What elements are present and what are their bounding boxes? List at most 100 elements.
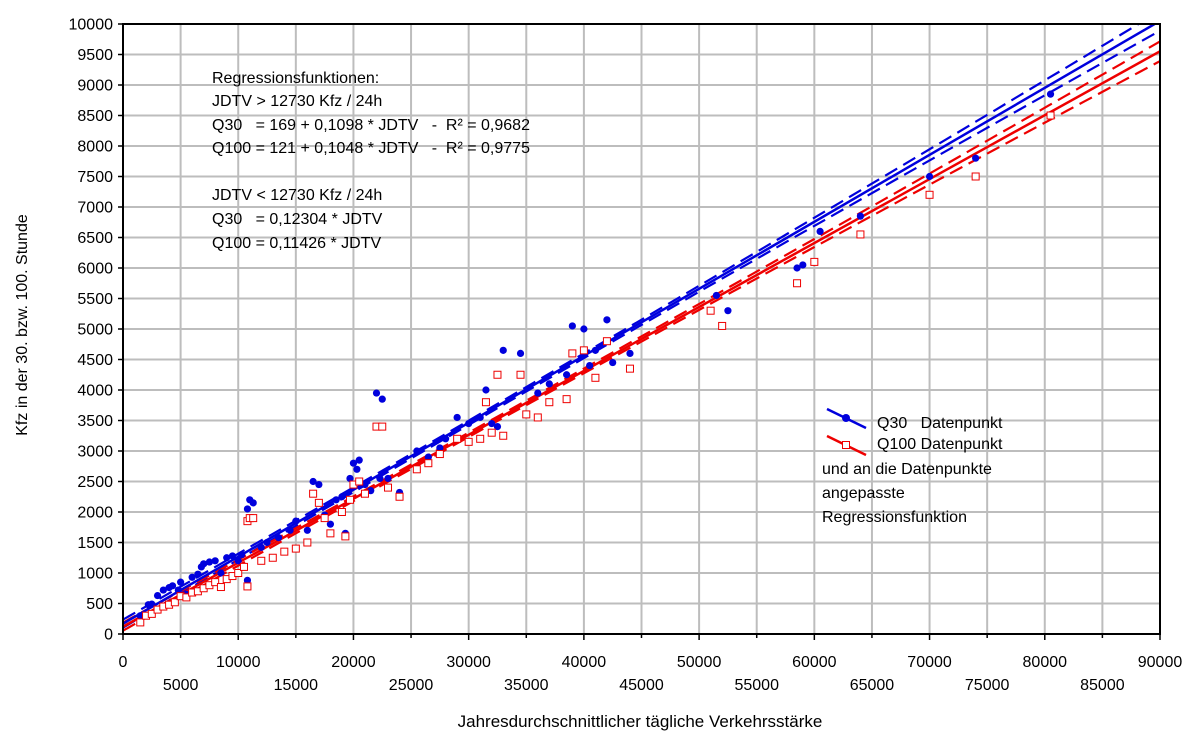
- regression-line: [123, 49, 1160, 628]
- y-tick-label: 10000: [69, 17, 114, 34]
- q100-data-point: [234, 569, 243, 577]
- q30-data-point: [338, 493, 346, 501]
- q30-data-point: [603, 316, 611, 324]
- q100-data-point: [136, 618, 145, 627]
- x-tick-label: 80000: [1023, 654, 1068, 671]
- legend-q30-label: Q30 Datenpunkt: [877, 415, 1003, 432]
- q30-data-point: [174, 586, 182, 594]
- legend-q100-marker: [842, 441, 850, 449]
- y-tick-label: 6000: [77, 261, 113, 278]
- q30-data-point: [200, 560, 208, 568]
- q30-data-point: [205, 558, 214, 566]
- q100-data-point: [345, 495, 354, 504]
- q100-data-point: [481, 398, 490, 407]
- q100-data-point: [239, 562, 248, 571]
- x-tick-label: 75000: [965, 677, 1010, 694]
- q100-data-point: [424, 459, 433, 468]
- q100-data-point: [562, 395, 571, 404]
- q30-data-point: [436, 444, 444, 452]
- y-tick-label: 6500: [77, 230, 113, 247]
- annotation-line: JDTV < 12730 Kfz / 24h: [212, 187, 382, 204]
- q30-data-point: [326, 520, 334, 528]
- y-tick-label: 3500: [77, 413, 113, 430]
- q100-data-point: [337, 508, 346, 516]
- q100-data-point: [211, 578, 220, 587]
- q100-data-point: [216, 583, 225, 592]
- q100-data-point: [243, 582, 252, 591]
- q100-data-point: [625, 364, 634, 373]
- q100-data-point: [579, 346, 588, 355]
- q100-data-point: [395, 492, 404, 501]
- regression-line: [123, 24, 1158, 625]
- q100-data-point: [591, 373, 600, 382]
- q100-data-point: [793, 279, 802, 288]
- q30-data-point: [816, 227, 824, 235]
- legend-note-line: und an die Datenpunkte: [822, 461, 992, 478]
- q100-data-point: [257, 556, 266, 565]
- q100-data-point: [291, 544, 300, 553]
- x-tick-label: 35000: [504, 677, 549, 694]
- q30-data-point: [194, 570, 202, 578]
- q30-data-point: [482, 386, 490, 394]
- y-tick-label: 0: [104, 627, 113, 644]
- x-tick-label: 55000: [734, 677, 779, 694]
- q30-data-point: [217, 569, 225, 577]
- confidence-band-line: [123, 40, 1160, 624]
- y-tick-label: 8000: [77, 139, 113, 156]
- q30-data-point: [488, 419, 496, 428]
- q100-data-point: [314, 498, 323, 507]
- q30-data-point: [168, 582, 177, 590]
- y-tick-label: 1500: [77, 535, 113, 552]
- q100-data-point: [856, 230, 865, 239]
- q100-data-point: [384, 483, 393, 492]
- q30-data-point: [263, 538, 271, 547]
- q30-data-point: [303, 526, 311, 534]
- q100-data-point: [182, 593, 191, 602]
- q30-data-point: [274, 534, 283, 542]
- q30-data-point: [332, 496, 340, 504]
- x-tick-label: 85000: [1080, 677, 1125, 694]
- legend-q30-marker: [842, 414, 850, 422]
- annotation-line: Q30 = 0,12304 * JDTV: [212, 211, 383, 228]
- q100-data-point: [499, 431, 508, 440]
- q30-data-point: [376, 474, 384, 483]
- q30-data-point: [234, 557, 242, 565]
- q100-data-point: [268, 553, 277, 562]
- confidence-band-line: [123, 59, 1160, 632]
- q100-data-point: [378, 422, 387, 431]
- q100-data-point: [516, 370, 525, 379]
- q30-data-point: [159, 586, 167, 594]
- q100-data-point: [360, 489, 369, 498]
- q30-data-point: [925, 172, 934, 181]
- y-tick-label: 7000: [77, 200, 113, 217]
- q30-data-point: [153, 591, 162, 600]
- x-tick-label: 20000: [331, 654, 376, 671]
- q30-data-point: [211, 557, 219, 565]
- y-tick-label: 9500: [77, 47, 113, 64]
- y-tick-label: 1000: [77, 566, 113, 583]
- q100-data-point: [326, 529, 335, 538]
- y-tick-label: 5000: [77, 322, 113, 339]
- y-tick-label: 3000: [77, 444, 113, 461]
- y-tick-label: 7500: [77, 169, 113, 186]
- q100-data-point: [706, 306, 715, 315]
- q30-data-point: [286, 526, 294, 534]
- q30-data-point: [626, 349, 634, 357]
- regression-annotation: Regressionsfunktionen: JDTV > 12730 Kfz …: [212, 70, 530, 252]
- q30-data-point: [586, 362, 594, 370]
- y-tick-label: 500: [86, 596, 113, 613]
- q100-data-point: [487, 428, 496, 437]
- q30-data-point: [309, 477, 317, 486]
- q30-data-point: [346, 474, 354, 483]
- q100-data-point: [280, 547, 289, 556]
- data-points: [136, 90, 1055, 627]
- x-axis-label: Jahresdurchschnittlicher tägliche Verkeh…: [458, 712, 823, 731]
- x-tick-label: 0: [119, 654, 128, 671]
- q100-data-point: [412, 465, 421, 474]
- q30-data-point: [465, 419, 473, 428]
- x-tick-label: 15000: [274, 677, 319, 694]
- q100-data-point: [568, 349, 577, 358]
- x-tick-label: 5000: [163, 677, 199, 694]
